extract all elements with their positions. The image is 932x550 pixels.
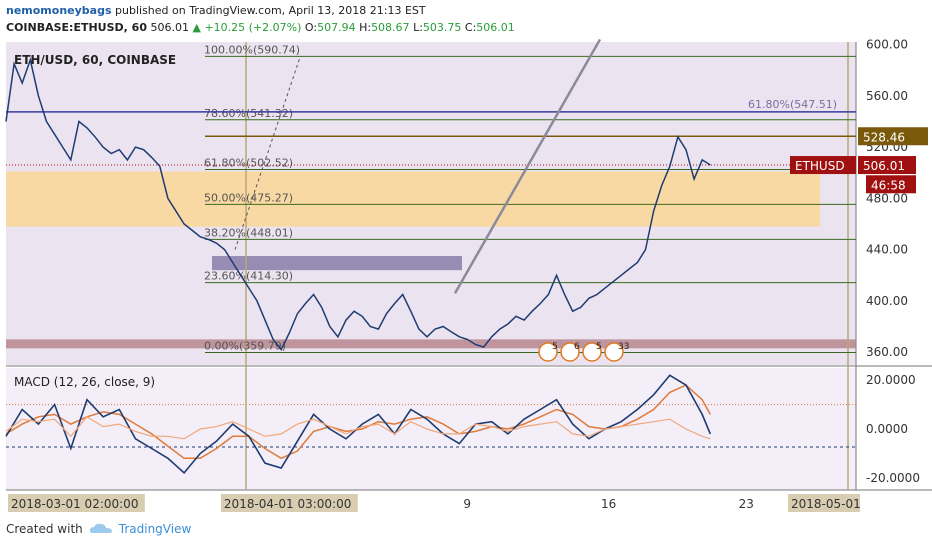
high-value: 508.67 xyxy=(371,21,410,34)
macd-pane-bg xyxy=(6,368,856,490)
event-badge-count: 5 xyxy=(596,342,602,352)
time-tick-label: 9 xyxy=(463,497,471,511)
tradingview-link[interactable]: TradingView xyxy=(118,522,192,536)
event-badge-count: 5 xyxy=(552,342,558,352)
price-line xyxy=(5,57,711,351)
author-link[interactable]: nemomoneybags xyxy=(6,4,112,17)
base-zone xyxy=(6,339,856,349)
trend-line xyxy=(453,38,602,294)
price-tag-symbol xyxy=(790,156,856,175)
fib-level-label: 38.20%(448.01) xyxy=(204,226,293,239)
fib-level-label: 23.60%(414.30) xyxy=(204,270,293,283)
price-tick-label: 400.00 xyxy=(866,294,908,308)
fib-level-label: 0.00%(359.79) xyxy=(204,339,286,352)
footer: Created with TradingView xyxy=(6,522,191,536)
event-badge xyxy=(538,342,558,362)
price-tag-current xyxy=(858,156,916,175)
tradingview-cloud-icon xyxy=(89,523,112,533)
time-tick-label: 16 xyxy=(601,497,616,511)
dashed-projection-line xyxy=(234,57,301,250)
macd-histogram-line xyxy=(5,416,711,440)
price-tick-label: 600.00 xyxy=(866,38,908,52)
fib-level-label: 100.00%(590.74) xyxy=(204,43,300,56)
event-badge-count: 6 xyxy=(574,342,580,352)
price-change: +10.25 (+2.07%) xyxy=(204,21,302,34)
price-tick-label: 560.00 xyxy=(866,89,908,103)
up-arrow-icon: ▲ xyxy=(192,21,201,34)
axis-bg xyxy=(856,42,932,490)
published-text: published on TradingView.com, April 13, … xyxy=(115,4,426,17)
publish-info: nemomoneybags published on TradingView.c… xyxy=(6,4,426,17)
time-tick-label: 2018-03-01 02:00:00 xyxy=(11,497,138,511)
low-label: L: xyxy=(413,21,423,34)
time-label-box xyxy=(8,494,145,512)
support-zone xyxy=(212,256,462,271)
fib-extension-label: 61.80%(547.51) xyxy=(748,98,837,111)
fib-level-label: 78.60%(541.32) xyxy=(204,107,293,120)
price-tag-countdown-label: 46:58 xyxy=(871,178,906,192)
price-tag-countdown xyxy=(866,175,916,194)
time-tick-label: 23 xyxy=(739,497,754,511)
fib-level-label: 61.80%(502.52) xyxy=(204,157,293,170)
symbol-label: COINBASE:ETHUSD, 60 xyxy=(6,21,147,34)
price-tick-label: 360.00 xyxy=(866,345,908,359)
symbol-info: COINBASE:ETHUSD, 60 506.01 ▲ +10.25 (+2.… xyxy=(6,21,515,34)
event-badge xyxy=(604,342,624,362)
price-tick-label: 440.00 xyxy=(866,243,908,257)
macd-tick-label: 20.0000 xyxy=(866,373,916,387)
high-label: H: xyxy=(359,21,372,34)
created-with-text: Created with xyxy=(6,522,83,536)
price-tick-label: 480.00 xyxy=(866,191,908,205)
event-badge xyxy=(560,342,580,362)
low-value: 503.75 xyxy=(422,21,462,34)
last-price: 506.01 xyxy=(150,21,189,34)
event-badge-count: 33 xyxy=(618,342,629,352)
close-label: C: xyxy=(464,21,477,34)
chart-title: ETH/USD, 60, COINBASE xyxy=(14,53,176,67)
fib-level-label: 50.00%(475.27) xyxy=(204,191,293,204)
resistance-zone xyxy=(6,171,820,227)
chart-canvas[interactable]: 100.00%(590.74) 78.60%(541.32) 61.80%(502.… xyxy=(0,0,932,515)
time-tick-label: 2018-04-01 03:00:00 xyxy=(224,497,351,511)
macd-tick-label: -20.0000 xyxy=(866,471,920,485)
open-value: 507.94 xyxy=(317,21,356,34)
price-tag-target xyxy=(858,127,928,146)
macd-label: MACD (12, 26, close, 9) xyxy=(14,375,155,389)
macd-tick-label: 0.0000 xyxy=(866,422,908,436)
macd-macd-line xyxy=(5,374,712,475)
time-tick-label: 2018-05-01 xyxy=(791,497,861,511)
price-tag-target-label: 528.46 xyxy=(863,130,905,144)
time-label-box xyxy=(788,494,860,512)
price-tag-current-label: 506.01 xyxy=(863,159,905,173)
price-tag-symbol-label: ETHUSD xyxy=(795,159,845,173)
time-label-box xyxy=(220,494,358,512)
open-label: O: xyxy=(304,21,318,34)
event-badge xyxy=(582,342,602,362)
close-value: 506.01 xyxy=(476,21,515,34)
